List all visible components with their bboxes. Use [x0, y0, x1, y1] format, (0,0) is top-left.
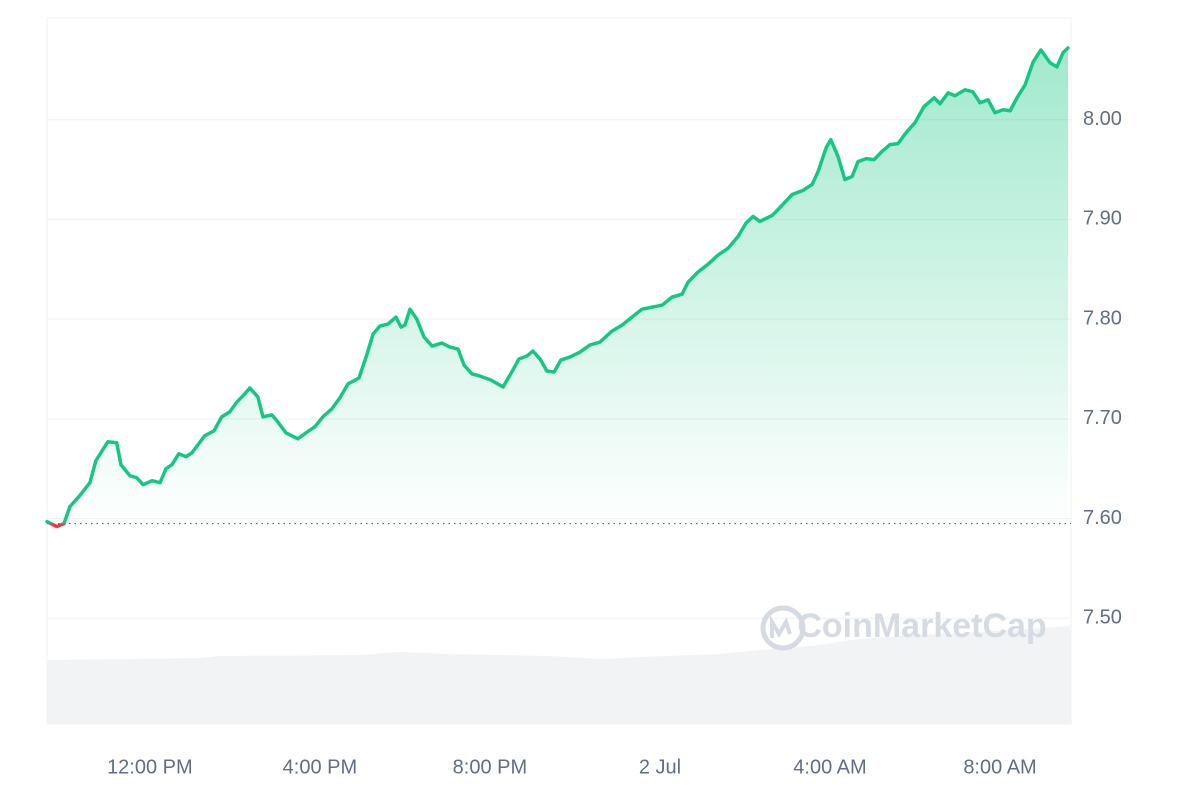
- y-tick-label: 7.70: [1083, 407, 1122, 429]
- watermark-logo: [760, 605, 806, 651]
- x-tick-label: 12:00 PM: [107, 756, 193, 778]
- y-tick-label: 7.80: [1083, 307, 1122, 329]
- x-tick-label: 8:00 AM: [963, 756, 1036, 778]
- y-tick-label: 8.00: [1083, 108, 1122, 130]
- y-tick-label: 7.90: [1083, 208, 1122, 230]
- price-line: [45, 46, 1070, 529]
- watermark: CoinMarketCap: [797, 607, 1046, 645]
- x-tick-label: 4:00 AM: [793, 756, 866, 778]
- plot-area: [45, 46, 1071, 529]
- volume-background: [47, 626, 1071, 724]
- x-tick-label: 4:00 PM: [283, 756, 357, 778]
- price-area: [47, 47, 1069, 524]
- y-tick-label: 7.60: [1083, 507, 1122, 529]
- y-tick-label: 7.50: [1083, 607, 1122, 629]
- x-tick-label: 2 Jul: [639, 756, 681, 778]
- x-tick-label: 8:00 PM: [453, 756, 527, 778]
